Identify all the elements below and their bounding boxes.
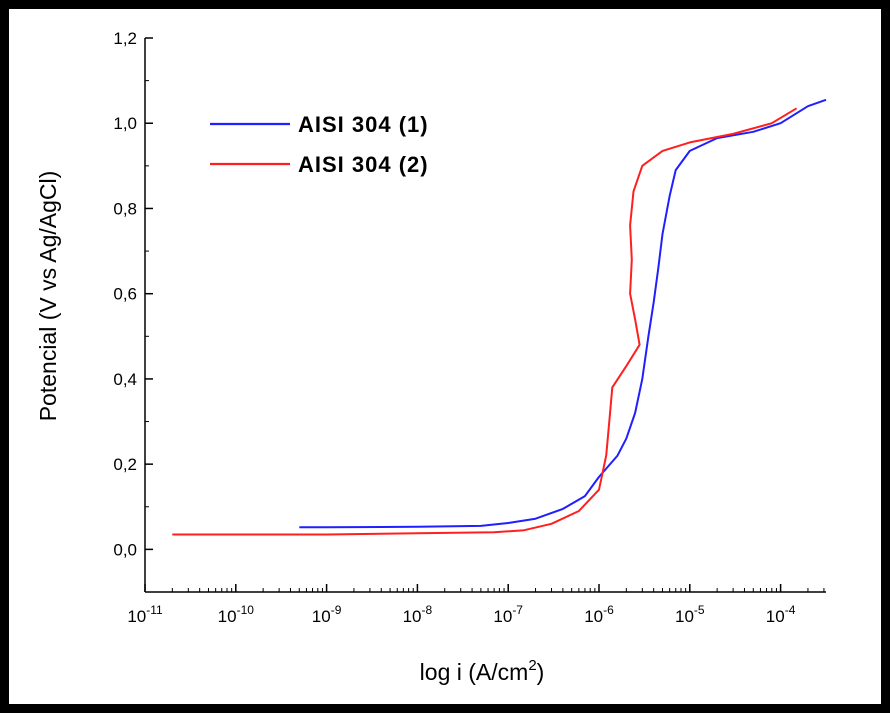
x-tick-label: 10-5	[675, 603, 705, 626]
x-tick-label: 10-4	[766, 603, 796, 626]
y-tick-label: 0,8	[113, 199, 137, 218]
legend: AISI 304 (1) AISI 304 (2)	[210, 112, 429, 177]
legend-label-1: AISI 304 (1)	[298, 112, 429, 137]
y-tick-label: 0,0	[113, 540, 137, 559]
legend-label-2: AISI 304 (2)	[298, 152, 429, 177]
x-axis-title: log i (A/cm2)	[420, 657, 545, 685]
x-tick-label: 10-11	[127, 603, 163, 626]
x-tick-label: 10-9	[312, 603, 342, 626]
series-layer	[172, 98, 827, 536]
y-tick-label: 1,0	[113, 114, 137, 133]
y-tick-label: 0,6	[113, 285, 137, 304]
y-tick-label: 1,2	[113, 29, 137, 48]
x-tick-label: 10-7	[493, 603, 523, 626]
y-tick-label: 0,2	[113, 455, 137, 474]
series-line-2	[172, 107, 798, 536]
axes: 0,0 0,2 0,4 0,6 0,8 1,0 1,2 10-11 10-10 10-9 10-8 1…	[113, 29, 826, 626]
x-tick-label: 10-8	[403, 603, 433, 626]
x-tick-label: 10-10	[218, 603, 255, 626]
series-line-1	[299, 98, 827, 529]
x-tick-label: 10-6	[584, 603, 614, 626]
y-tick-label: 0,4	[113, 370, 137, 389]
y-axis-title: Potencial (V vs Ag/AgCl)	[35, 171, 61, 422]
